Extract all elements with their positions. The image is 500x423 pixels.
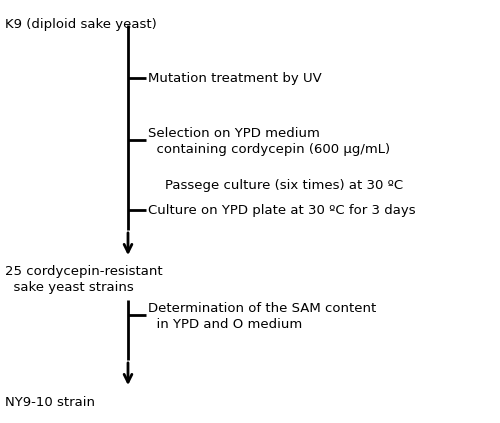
Text: K9 (diploid sake yeast): K9 (diploid sake yeast): [5, 18, 157, 31]
Text: Selection on YPD medium: Selection on YPD medium: [148, 126, 320, 140]
Text: Passege culture (six times) at 30 ºC: Passege culture (six times) at 30 ºC: [165, 179, 403, 192]
Text: containing cordycepin (600 μg/mL): containing cordycepin (600 μg/mL): [148, 143, 390, 156]
Text: Mutation treatment by UV: Mutation treatment by UV: [148, 71, 322, 85]
Text: in YPD and O medium: in YPD and O medium: [148, 318, 302, 330]
Text: Culture on YPD plate at 30 ºC for 3 days: Culture on YPD plate at 30 ºC for 3 days: [148, 203, 415, 217]
Text: NY9-10 strain: NY9-10 strain: [5, 396, 95, 409]
Text: 25 cordycepin-resistant: 25 cordycepin-resistant: [5, 266, 162, 278]
Text: sake yeast strains: sake yeast strains: [5, 281, 134, 294]
Text: Determination of the SAM content: Determination of the SAM content: [148, 302, 376, 314]
